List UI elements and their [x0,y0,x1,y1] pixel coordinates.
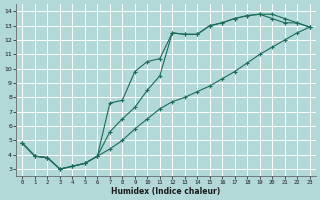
X-axis label: Humidex (Indice chaleur): Humidex (Indice chaleur) [111,187,221,196]
